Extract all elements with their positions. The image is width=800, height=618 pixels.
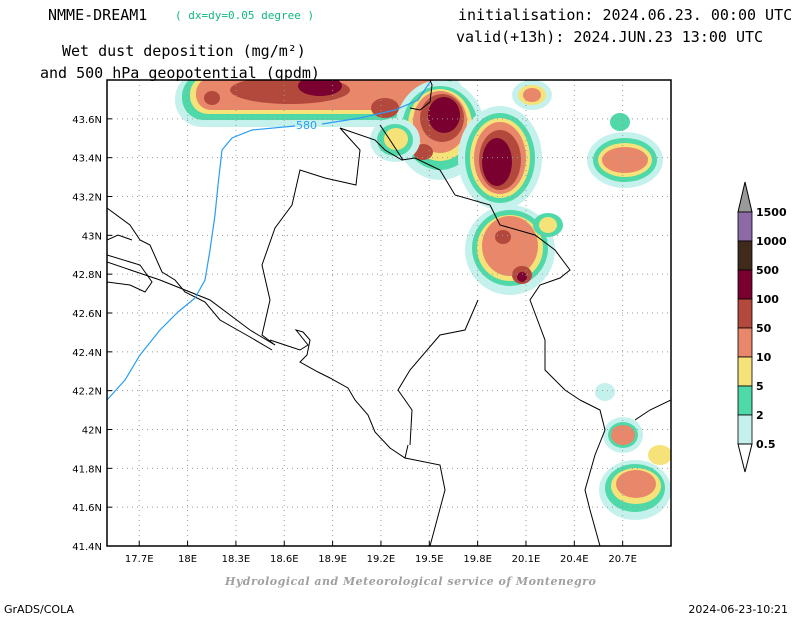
lat-tick-label: 43.2N <box>72 193 102 204</box>
credit-text: Hydrological and Meteorological service … <box>225 575 597 588</box>
lon-tick-label: 18.3E <box>222 554 251 565</box>
lat-tick-label: 43.6N <box>72 115 102 126</box>
lon-tick-label: 18.6E <box>270 554 299 565</box>
initialisation-time: initialisation: 2024.06.23. 00:00 UTC <box>458 6 793 24</box>
colorbar-bottom-arrow <box>737 443 753 473</box>
variable-title-line2: and 500 hPa geopotential (gpdm) <box>40 64 320 82</box>
lat-tick-label: 42.2N <box>72 387 102 398</box>
lon-tick-label: 19.8E <box>463 554 492 565</box>
lon-tick-label: 17.7E <box>125 554 154 565</box>
colorbar-segment <box>737 298 753 329</box>
lat-tick-label: 41.6N <box>72 503 102 514</box>
colorbar-segment <box>737 211 753 242</box>
colorbar-segment <box>737 356 753 387</box>
lat-tick-label: 41.4N <box>72 542 102 553</box>
colorbar-segment <box>737 269 753 300</box>
colorbar-top-arrow <box>737 181 753 213</box>
geopotential-contour: 580 <box>107 81 431 401</box>
colorbar-level-label: 1000 <box>756 235 787 248</box>
dust-blob-southeast <box>595 383 671 520</box>
lat-tick-label: 42.6N <box>72 309 102 320</box>
variable-title-line1: Wet dust deposition (mg/m²) <box>62 42 306 60</box>
lon-tick-label: 20.1E <box>512 554 541 565</box>
colorbar-segment <box>737 385 753 416</box>
contour-label: 580 <box>296 119 317 132</box>
model-name: NMME-DREAM1 <box>48 6 148 24</box>
colorbar-segment <box>737 414 753 445</box>
lat-tick-label: 43.4N <box>72 154 102 165</box>
country-borders <box>107 80 671 546</box>
resolution-label: ( dx=dy=0.05 degree ) <box>175 9 315 22</box>
colorbar-level-label: 50 <box>756 322 772 335</box>
lon-tick-label: 20.4E <box>560 554 589 565</box>
colorbar-level-label: 1500 <box>756 206 787 219</box>
colorbar-segment <box>737 327 753 358</box>
lat-tick-label: 42N <box>82 426 102 437</box>
longitude-labels: 17.7E 18E 18.3E 18.6E 18.9E 19.2E 19.5E 19.8E 20… <box>125 541 637 565</box>
colorbar-level-label: 100 <box>756 293 779 306</box>
software-label: GrADS/COLA <box>4 603 74 616</box>
lon-tick-label: 20.7E <box>608 554 637 565</box>
colorbar-level-label: 0.5 <box>756 438 776 451</box>
lon-tick-label: 19.2E <box>367 554 396 565</box>
colorbar-level-label: 500 <box>756 264 779 277</box>
dust-field <box>175 80 671 520</box>
lon-tick-label: 19.5E <box>415 554 444 565</box>
colorbar-level-label: 10 <box>756 351 772 364</box>
colorbar: 1500 1000 500 100 50 10 5 2 0.5 <box>737 181 787 473</box>
colorbar-segment <box>737 240 753 271</box>
colorbar-level-label: 2 <box>756 409 764 422</box>
lat-tick-label: 42.8N <box>72 270 102 281</box>
lon-tick-label: 18E <box>178 554 197 565</box>
dust-blob-north <box>175 80 465 127</box>
dust-blob-far-east <box>512 80 663 188</box>
timestamp-label: 2024-06-23-10:21 <box>688 603 788 616</box>
grid-lines <box>107 80 671 546</box>
lat-tick-label: 41.8N <box>72 464 102 475</box>
latitude-labels: 43.6N 43.4N 43.2N 43N 42.8N 42.6N 42.4N 42.2N 42… <box>72 115 112 553</box>
dust-blob-east <box>458 106 563 295</box>
lon-tick-label: 18.9E <box>318 554 347 565</box>
lat-tick-label: 43N <box>82 231 102 242</box>
valid-time: valid(+13h): 2024.JUN.23 13:00 UTC <box>456 28 764 46</box>
lat-tick-label: 42.4N <box>72 348 102 359</box>
colorbar-level-label: 5 <box>756 380 764 393</box>
